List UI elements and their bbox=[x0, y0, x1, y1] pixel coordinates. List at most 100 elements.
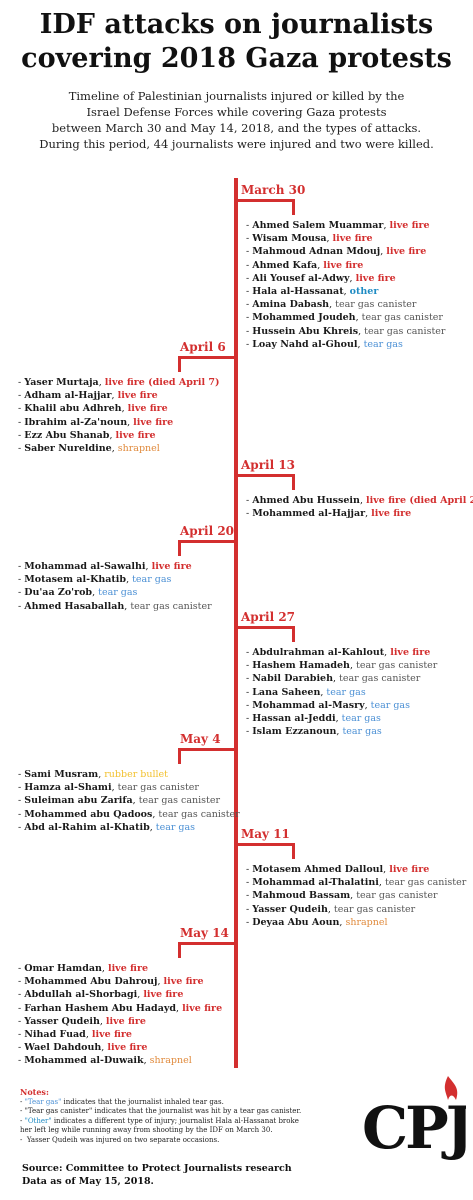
note-line: her left leg while running away from sho… bbox=[20, 1126, 273, 1135]
journalist-entry: - Khalil abu Adhreh, live fire bbox=[18, 403, 168, 415]
journalist-name: Islam Ezzanoun bbox=[252, 726, 337, 738]
journalist-entry: - Nihad Fuad, live fire bbox=[18, 1029, 132, 1041]
journalist-entry: - Mohammed Abu Dahrouj, live fire bbox=[18, 976, 204, 988]
journalist-name: Abdulrahman al-Kahlout bbox=[252, 647, 385, 658]
attack-type: live fire bbox=[389, 220, 430, 231]
title-line-2: covering 2018 Gaza protests bbox=[21, 43, 452, 74]
journalist-name: Mohammad al-Masry bbox=[252, 699, 365, 711]
attack-type: tear gas bbox=[98, 587, 138, 599]
journalist-name: Ahmed Salem Muammar bbox=[252, 220, 384, 231]
attack-type: live fire bbox=[332, 233, 373, 245]
note-text: indicates a different type of injury; jo… bbox=[51, 1116, 299, 1125]
journalist-entry: - Ezz Abu Shanab, live fire bbox=[18, 429, 156, 441]
attack-type: live fire bbox=[127, 403, 168, 415]
title-line-1: IDF attacks on journalists bbox=[39, 9, 434, 40]
attack-type: tear gas canister bbox=[333, 903, 416, 915]
journalist-name: Ahmed Kafa bbox=[252, 259, 318, 271]
journalist-name: Ahmed Hasaballah bbox=[24, 600, 125, 612]
journalist-list: - Sami Musram, rubber bullet - Hamza al-S… bbox=[18, 768, 240, 834]
timeline-axis bbox=[234, 178, 238, 1068]
timeline-drop bbox=[292, 199, 295, 215]
timeline-drop bbox=[178, 942, 181, 958]
subtitle: Timeline of Palestinian journalists inju… bbox=[8, 88, 465, 152]
source-line: Source: Committee to Protect Journalists… bbox=[22, 1163, 292, 1174]
journalist-entry: - Lana Saheen, tear gas bbox=[246, 686, 366, 698]
attack-type: live fire bbox=[133, 416, 174, 428]
source-line: Data as of May 15, 2018. bbox=[22, 1176, 154, 1187]
journalist-entry: - Amina Dabash, tear gas canister bbox=[246, 299, 417, 311]
journalist-list: - Motasem Ahmed Dalloul, live fire - Moha… bbox=[246, 863, 466, 929]
attack-type: tear gas canister bbox=[339, 673, 421, 685]
note-text: Yasser Qudeih was injured on two separat… bbox=[26, 1135, 220, 1144]
journalist-name: Ibrahim al-Za'noun bbox=[24, 416, 128, 428]
attack-type: live fire bbox=[323, 259, 364, 271]
timeline-branch bbox=[178, 748, 234, 751]
journalist-entry: - Ibrahim al-Za'noun, live fire bbox=[18, 416, 174, 428]
attack-type: tear gas bbox=[363, 338, 403, 350]
attack-type: other bbox=[349, 286, 379, 298]
journalist-entry: - Abd al-Rahim al-Khatib, tear gas bbox=[18, 821, 196, 833]
journalist-name: Nihad Fuad bbox=[24, 1029, 86, 1041]
journalist-entry: - Motasem al-Khatib, tear gas bbox=[18, 574, 172, 586]
journalist-name: Mahmoud Bassam bbox=[252, 890, 351, 902]
attack-type: tear gas bbox=[341, 713, 381, 725]
note-key-other: "Other" bbox=[24, 1116, 52, 1125]
journalist-list: - Abdulrahman al-Kahlout, live fire - Has… bbox=[246, 646, 437, 738]
attack-type: live fire bbox=[107, 1042, 148, 1054]
journalist-entry: - Hassan al-Jeddi, tear gas bbox=[246, 713, 381, 725]
journalist-name: Motasem al-Khatib bbox=[24, 574, 127, 586]
note-line: - "Tear gas canister" indicates that the… bbox=[20, 1107, 302, 1116]
attack-type: live fire bbox=[355, 272, 396, 284]
journalist-entry: - Wael Dahdouh, live fire bbox=[18, 1042, 148, 1054]
journalist-name: Mohammed al-Duwaik bbox=[24, 1055, 144, 1067]
timeline-branch bbox=[178, 942, 234, 945]
journalist-list: - Yaser Murtaja, live fire (died April 7… bbox=[18, 376, 220, 455]
attack-type: rubber bullet bbox=[104, 769, 168, 780]
journalist-name: Mahmoud Adnan Mdouj bbox=[252, 246, 381, 258]
journalist-entry: - Mahmoud Bassam, tear gas canister bbox=[246, 890, 438, 902]
journalist-name: Khalil abu Adhreh bbox=[24, 403, 122, 415]
timeline-date: May 11 bbox=[241, 827, 290, 841]
attack-type: live fire bbox=[117, 390, 158, 402]
attack-type: live fire bbox=[105, 1015, 146, 1027]
journalist-entry: - Saber Nureldine, shrapnel bbox=[18, 443, 160, 455]
journalist-entry: - Yaser Murtaja, live fire (died April 7… bbox=[18, 377, 220, 388]
journalist-name: Ali Yousef al-Adwy bbox=[252, 272, 350, 284]
journalist-name: Mohammed abu Qadoos bbox=[24, 808, 153, 820]
attack-type: tear gas bbox=[132, 574, 172, 586]
subtitle-line: Timeline of Palestinian journalists inju… bbox=[68, 89, 405, 103]
attack-type: live fire bbox=[163, 976, 204, 988]
journalist-name: Yasser Qudeih bbox=[252, 903, 328, 915]
journalist-entry: - Mohammed al-Duwaik, shrapnel bbox=[18, 1055, 192, 1067]
timeline-branch bbox=[178, 540, 234, 543]
journalist-name: Mohammed Joudeh bbox=[252, 312, 356, 324]
journalist-name: Motasem Ahmed Dalloul bbox=[252, 864, 384, 875]
journalist-entry: - Loay Nahd al-Ghoul, tear gas bbox=[246, 338, 403, 350]
journalist-entry: - Mohammad al-Sawalhi, live fire bbox=[18, 561, 192, 572]
journalist-name: Loay Nahd al-Ghoul bbox=[252, 338, 358, 350]
attack-type: tear gas canister bbox=[130, 600, 212, 612]
journalist-entry: - Mahmoud Adnan Mdouj, live fire bbox=[246, 246, 427, 258]
journalist-name: Mohammad al-Thalatini bbox=[252, 877, 379, 889]
attack-type: shrapnel bbox=[345, 916, 388, 928]
journalist-name: Deyaa Abu Aoun bbox=[252, 916, 340, 928]
note-text: indicates that the journalist inhaled te… bbox=[61, 1097, 224, 1106]
journalist-entry: - Omar Hamdan, live fire bbox=[18, 963, 149, 974]
journalist-entry: - Wisam Mousa, live fire bbox=[246, 233, 373, 245]
attack-type: live fire bbox=[151, 561, 192, 572]
journalist-name: Hamza al-Shami bbox=[24, 782, 112, 794]
journalist-entry: - Ahmed Salem Muammar, live fire bbox=[246, 220, 430, 231]
journalist-name: Ezz Abu Shanab bbox=[24, 429, 110, 441]
journalist-list: - Omar Hamdan, live fire - Mohammed Abu D… bbox=[18, 962, 222, 1068]
journalist-list: - Ahmed Salem Muammar, live fire - Wisam … bbox=[246, 219, 445, 351]
attack-type: tear gas bbox=[155, 821, 196, 833]
journalist-name: Amina Dabash bbox=[252, 299, 330, 311]
journalist-name: Saber Nureldine bbox=[24, 443, 112, 455]
timeline-branch bbox=[238, 199, 294, 202]
attack-type: tear gas canister bbox=[361, 312, 443, 324]
journalist-name: Mohammed Abu Dahrouj bbox=[24, 976, 158, 988]
subtitle-line: During this period, 44 journalists were … bbox=[39, 137, 434, 151]
attack-type: live fire bbox=[91, 1029, 132, 1041]
attack-type: shrapnel bbox=[149, 1055, 192, 1067]
journalist-entry: - Ahmed Abu Hussein, live fire (died Apr… bbox=[246, 494, 473, 507]
